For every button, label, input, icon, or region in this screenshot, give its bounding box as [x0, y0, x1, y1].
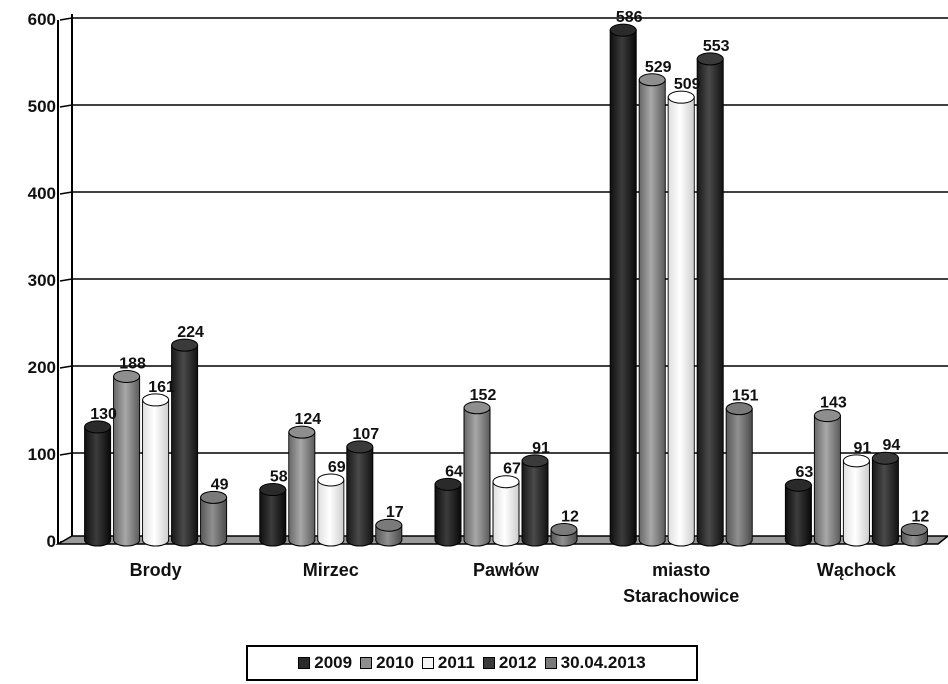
data-label: 69 — [328, 459, 346, 476]
data-label: 107 — [352, 426, 379, 443]
data-label: 12 — [912, 509, 930, 526]
y-tick-label: 500 — [28, 97, 56, 116]
data-label: 509 — [674, 76, 701, 93]
legend-swatch — [544, 657, 557, 669]
bar — [288, 425, 316, 547]
data-label: 143 — [820, 395, 847, 412]
data-label: 63 — [796, 464, 814, 481]
bar — [725, 402, 753, 547]
bar — [842, 454, 870, 547]
y-tick-mark — [59, 278, 73, 282]
y-tick-label: 400 — [28, 184, 56, 203]
category-label: Starachowice — [623, 586, 739, 606]
category-label: miasto — [652, 560, 710, 580]
y-tick-label: 600 — [28, 10, 56, 29]
legend-label: 2011 — [437, 653, 475, 672]
legend-item: 30.04.2013 — [544, 653, 646, 673]
bar — [434, 477, 462, 547]
data-label: 67 — [503, 461, 521, 478]
legend-label: 2010 — [376, 653, 414, 672]
bar — [667, 90, 695, 547]
data-label: 17 — [386, 504, 404, 521]
category-label: Mirzec — [303, 560, 359, 580]
bar — [900, 523, 928, 547]
bar — [696, 52, 724, 547]
legend-item: 2009 — [298, 653, 352, 673]
data-label: 529 — [645, 59, 672, 76]
bars — [84, 23, 928, 547]
data-label: 188 — [119, 355, 146, 372]
data-label: 151 — [732, 388, 759, 405]
y-tick-label: 300 — [28, 271, 56, 290]
legend-swatch — [421, 657, 434, 669]
legend-label: 2009 — [314, 653, 353, 672]
legend-label: 30.04.2013 — [560, 653, 646, 672]
bar — [871, 451, 899, 547]
legend-swatch — [360, 657, 373, 669]
bar — [259, 483, 287, 547]
y-tick-label: 100 — [28, 445, 56, 464]
y-tick-mark — [59, 365, 73, 369]
bar — [463, 401, 491, 547]
legend-item: 2012 — [482, 653, 537, 673]
data-label: 130 — [90, 406, 117, 423]
bar — [813, 409, 841, 547]
bar — [346, 440, 374, 547]
data-label: 152 — [470, 387, 497, 404]
bar — [171, 338, 199, 547]
bar — [784, 478, 812, 547]
data-label: 91 — [532, 440, 550, 457]
legend-swatch — [298, 657, 311, 669]
y-tick-mark — [59, 104, 73, 108]
bar-chart: 0 100 200 300 400 500 600 Brody Mirzec Pawłów mias… — [28, 9, 948, 606]
y-tick-label: 0 — [47, 532, 56, 551]
data-label: 161 — [148, 379, 175, 396]
category-label: Pawłów — [473, 560, 540, 580]
data-label: 586 — [616, 9, 643, 26]
bar — [521, 454, 549, 547]
y-tick-label: 200 — [28, 358, 56, 377]
bar — [84, 420, 112, 547]
bar — [113, 369, 141, 547]
data-label: 91 — [854, 440, 872, 457]
bar — [142, 393, 170, 547]
data-label: 224 — [177, 324, 204, 341]
legend: 2009 2010 2011 2012 30.04.2013 — [246, 645, 698, 681]
bar — [550, 523, 578, 547]
bar — [638, 73, 666, 547]
gridlines — [72, 17, 948, 454]
y-tick-mark — [59, 191, 73, 195]
data-label: 49 — [211, 476, 229, 493]
legend-item: 2011 — [421, 653, 475, 673]
bar — [492, 475, 520, 547]
legend-item: 2010 — [360, 653, 414, 673]
bar — [375, 518, 403, 547]
y-tick-mark — [59, 17, 73, 21]
category-label: Brody — [130, 560, 182, 580]
legend-label: 2012 — [498, 653, 537, 672]
bar — [200, 490, 228, 547]
y-tick-mark — [59, 452, 73, 456]
data-label: 94 — [883, 437, 901, 454]
legend-swatch — [482, 657, 495, 669]
data-label: 58 — [270, 469, 288, 486]
category-label: Wąchock — [817, 560, 897, 580]
bar — [317, 473, 345, 547]
data-label: 553 — [703, 38, 730, 55]
data-label: 12 — [561, 509, 579, 526]
data-label: 124 — [294, 411, 321, 428]
data-label: 64 — [445, 463, 463, 480]
bar — [609, 23, 637, 547]
